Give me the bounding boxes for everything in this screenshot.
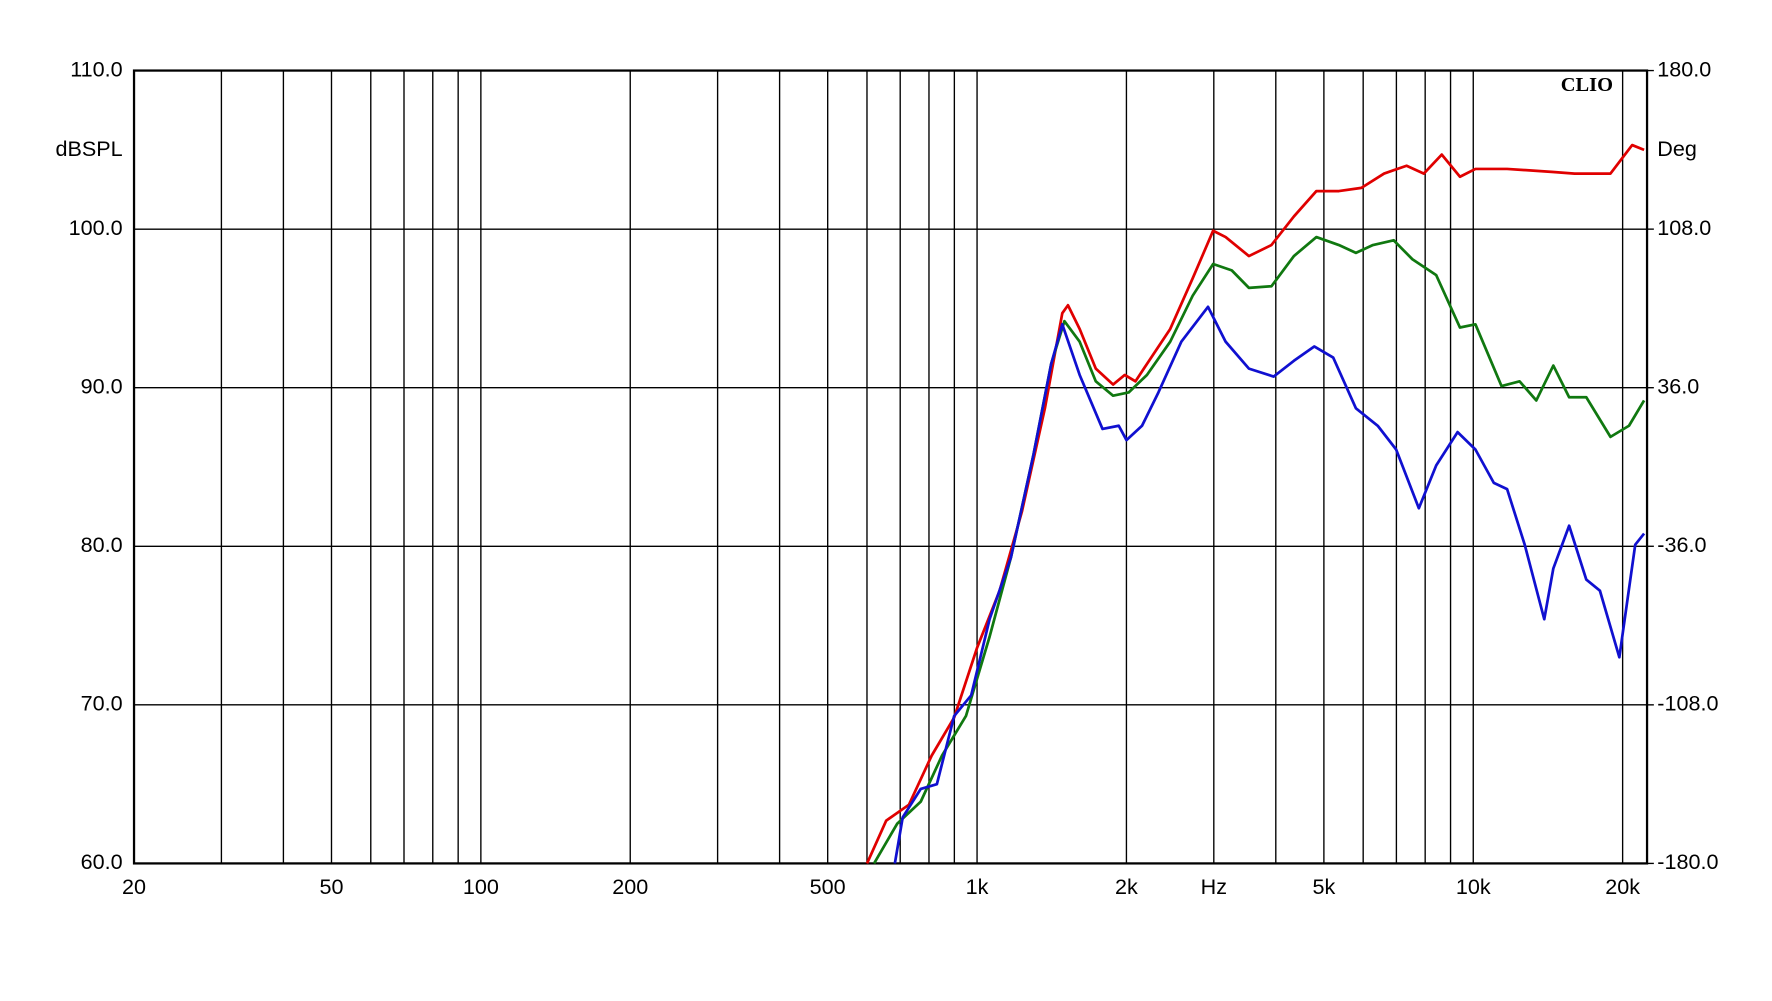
x-tick-label: 100 (463, 874, 499, 899)
response-curve (872, 235, 1646, 865)
y2-tick-label: 108.0 (1657, 215, 1711, 240)
y-axis-label: dBSPL (55, 136, 122, 161)
x-tick-label: 2k (1115, 874, 1138, 899)
x-tick-label: 10k (1456, 874, 1491, 899)
x-tick-label: 50 (319, 874, 343, 899)
y-tick-label: 100.0 (69, 215, 123, 240)
y2-tick-label: -36.0 (1657, 532, 1706, 557)
x-tick-label: 1k (966, 874, 989, 899)
y-tick-label: 90.0 (81, 373, 123, 398)
y2-tick-label: -180.0 (1657, 849, 1718, 874)
y2-tick-label: 36.0 (1657, 373, 1699, 398)
brand: CLIO (1561, 74, 1613, 96)
response-curve (893, 305, 1646, 864)
response-curve (865, 143, 1645, 864)
y2-tick-label: 180.0 (1657, 56, 1711, 81)
y-tick-label: 110.0 (70, 56, 122, 81)
x-tick-label: 500 (810, 874, 846, 899)
x-tick-label: 20k (1605, 874, 1640, 899)
y2-tick-label: -108.0 (1657, 691, 1718, 716)
y-tick-label: 70.0 (81, 691, 123, 716)
x-tick-label: Hz (1201, 874, 1227, 899)
x-tick-label: 200 (612, 874, 648, 899)
x-tick-label: 20 (122, 874, 146, 899)
y-tick-label: 60.0 (81, 849, 123, 874)
x-tick-label: 5k (1312, 874, 1335, 899)
y2-axis-label: Deg (1657, 136, 1697, 161)
y-tick-label: 80.0 (81, 532, 123, 557)
plot-frame (132, 69, 1649, 865)
